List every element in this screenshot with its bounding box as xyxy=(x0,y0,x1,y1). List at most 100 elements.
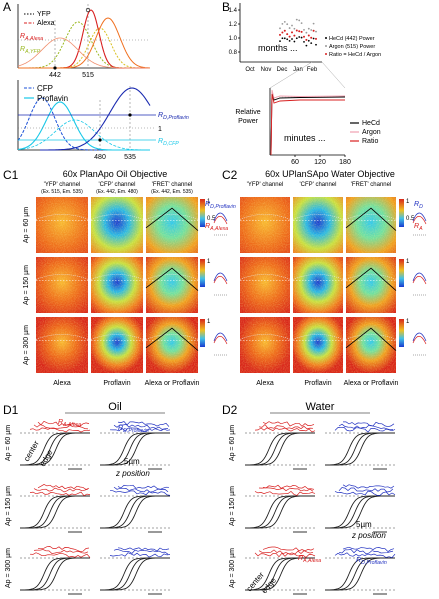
label: 1 xyxy=(406,259,410,265)
heatmap-noise xyxy=(346,197,396,253)
label: Proflavin xyxy=(37,94,68,103)
label: RA,YFP xyxy=(20,46,41,55)
curve xyxy=(342,421,395,428)
dot xyxy=(325,53,327,55)
colorbar xyxy=(399,199,404,227)
curve xyxy=(113,424,169,430)
curve xyxy=(213,212,228,222)
curve xyxy=(213,332,228,342)
label: 0.5 xyxy=(207,216,216,222)
label: 515 xyxy=(82,72,94,79)
label: 'YFP' channel xyxy=(44,182,81,188)
dot xyxy=(307,34,310,37)
curve xyxy=(213,272,228,282)
label: Oil xyxy=(108,401,121,413)
curve xyxy=(90,334,144,340)
curve xyxy=(145,274,199,280)
label: RD,Proflavin xyxy=(118,425,149,434)
panel-label: B xyxy=(222,0,230,14)
label: RD xyxy=(414,201,423,210)
dot xyxy=(295,37,298,40)
dot xyxy=(298,19,301,22)
heatmap-noise xyxy=(91,317,143,373)
curve xyxy=(325,495,395,529)
label: Ap = 150 µm xyxy=(23,265,30,305)
label: 60x UPlanSApo Water Objective xyxy=(265,169,395,179)
label-main: R xyxy=(158,112,163,119)
dot xyxy=(300,36,303,39)
dot xyxy=(303,40,305,43)
label: (Ex. 442, Em. 535) xyxy=(151,189,193,195)
label: CFP xyxy=(37,84,53,93)
label: z position xyxy=(351,531,386,540)
label: 60 xyxy=(291,159,299,166)
dot xyxy=(325,45,327,47)
label: 5µm xyxy=(356,520,372,529)
label-sub: D,Proflavin xyxy=(123,428,149,434)
curve xyxy=(33,424,89,430)
marker xyxy=(98,138,102,142)
label-sub: D,Proflavin xyxy=(361,560,387,566)
label: 'YFP' channel xyxy=(247,182,284,188)
label: months ... xyxy=(258,43,298,53)
dot xyxy=(283,37,286,40)
label-sub: D,CFP xyxy=(163,141,179,147)
dot xyxy=(295,29,298,32)
curve xyxy=(18,17,150,69)
curve xyxy=(254,552,316,558)
curve xyxy=(145,207,199,231)
heatmap-noise xyxy=(293,317,343,373)
curve xyxy=(325,557,395,591)
label-sub: A xyxy=(418,226,423,232)
label: 1 xyxy=(207,319,211,325)
heatmap-noise xyxy=(293,257,343,313)
label: Alexa xyxy=(53,380,71,387)
dot xyxy=(303,35,305,38)
label: 120 xyxy=(314,159,326,166)
dot xyxy=(298,30,301,33)
label: 5µm xyxy=(124,457,140,466)
dot xyxy=(288,27,291,29)
curve xyxy=(117,421,170,427)
heatmap-noise xyxy=(36,257,88,313)
label-main: R xyxy=(58,419,63,426)
dot xyxy=(305,38,308,41)
curve xyxy=(292,214,344,220)
colorbar xyxy=(200,319,205,347)
curve xyxy=(100,432,170,466)
curve xyxy=(345,327,397,351)
dot xyxy=(310,42,313,45)
dot xyxy=(293,34,296,37)
curve xyxy=(17,101,150,151)
curve xyxy=(35,334,89,340)
label-main: R xyxy=(356,557,361,564)
panel-label: D2 xyxy=(222,403,238,417)
curve xyxy=(20,432,90,466)
curve xyxy=(345,334,397,340)
curve xyxy=(342,546,395,553)
label: YFP xyxy=(37,11,51,18)
curve xyxy=(270,93,345,156)
dot xyxy=(310,36,313,39)
curve xyxy=(342,484,395,489)
dot xyxy=(281,23,284,25)
label-main: R xyxy=(20,46,25,53)
curve xyxy=(262,546,315,552)
label: Water xyxy=(306,401,335,413)
label: 1 xyxy=(158,126,162,133)
colorbar xyxy=(399,319,404,347)
label: RA,Alexa xyxy=(58,419,81,428)
panel-label: C2 xyxy=(222,168,238,182)
dot xyxy=(307,27,310,30)
panel-label: C1 xyxy=(3,168,19,182)
heatmap-noise xyxy=(240,317,290,373)
curve xyxy=(145,334,199,340)
dot xyxy=(293,27,296,30)
label: Argon (515) Power xyxy=(329,44,375,50)
heatmap-noise xyxy=(146,197,198,253)
curve xyxy=(90,274,144,280)
label: 1.4 xyxy=(229,8,238,14)
curve xyxy=(245,432,315,466)
dot xyxy=(300,30,303,33)
